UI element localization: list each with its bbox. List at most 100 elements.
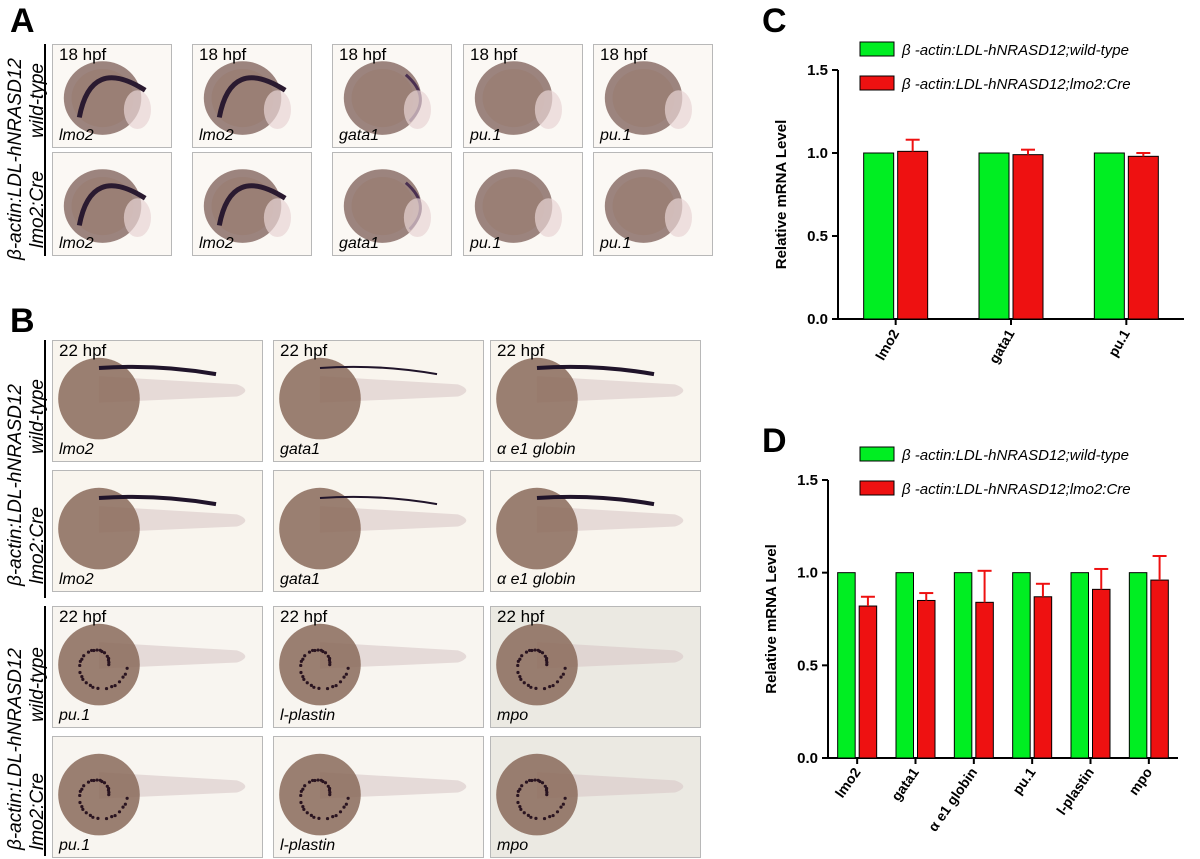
gene-label: mpo bbox=[497, 837, 529, 854]
gene-label: l-plastin bbox=[280, 707, 336, 724]
bar bbox=[837, 572, 856, 759]
y-tick-label: 1.0 bbox=[797, 565, 818, 582]
row-bracket bbox=[44, 44, 46, 256]
row-bracket bbox=[44, 606, 46, 856]
y-tick-label: 1.0 bbox=[807, 145, 828, 162]
embryo-image bbox=[343, 61, 432, 135]
embryo-image bbox=[474, 61, 563, 135]
gene-label: gata1 bbox=[339, 235, 380, 252]
row-label-cre: lmo2:Cre bbox=[27, 506, 48, 584]
legend-swatch bbox=[859, 480, 895, 496]
micrograph-panel: lmo2 bbox=[192, 152, 312, 256]
micrograph-panel: lmo2 bbox=[52, 470, 263, 592]
x-tick-label: lmo2 bbox=[832, 764, 864, 800]
gene-label: lmo2 bbox=[199, 235, 234, 252]
panel-label-b: B bbox=[10, 302, 35, 340]
panel-label-c: C bbox=[762, 2, 787, 40]
embryo-image bbox=[496, 753, 684, 836]
bar bbox=[1127, 155, 1159, 320]
gene-label: lmo2 bbox=[59, 571, 94, 588]
bar bbox=[1128, 572, 1148, 759]
bar-chart-c: β -actin:LDL-hNRASD12;wild-type β -actin:… bbox=[773, 41, 1184, 366]
legend-label: β -actin:LDL-hNRASD12;lmo2:Cre bbox=[901, 76, 1131, 93]
gene-label: lmo2 bbox=[199, 127, 234, 144]
embryo-image bbox=[58, 623, 246, 706]
stage-label: 18 hpf bbox=[339, 45, 387, 64]
bar bbox=[1070, 572, 1089, 759]
micrograph-panel: 18 hpf pu.1 bbox=[463, 44, 583, 148]
row-label-wild-type: wild-type bbox=[27, 379, 48, 454]
gene-label: pu.1 bbox=[600, 235, 632, 252]
embryo-image bbox=[604, 169, 693, 243]
stage-label: 18 hpf bbox=[470, 45, 518, 64]
gene-label: l-plastin bbox=[280, 837, 336, 854]
y-axis-label: Relative mRNA Level bbox=[773, 120, 790, 270]
bar bbox=[897, 150, 929, 320]
x-tick-label: gata1 bbox=[888, 764, 922, 803]
gene-label: lmo2 bbox=[59, 127, 94, 144]
gene-label: pu.1 bbox=[59, 707, 91, 724]
gene-label: pu.1 bbox=[470, 235, 502, 252]
bar bbox=[1092, 588, 1111, 759]
bar bbox=[1150, 579, 1169, 759]
stage-label: 22 hpf bbox=[59, 607, 107, 626]
x-tick-label: l-plastin bbox=[1053, 765, 1097, 818]
micrograph-panel: pu.1 bbox=[593, 152, 713, 256]
bar bbox=[1093, 152, 1125, 320]
micrograph-panel: lmo2 bbox=[52, 152, 172, 256]
micrograph-panel: 18 hpf gata1 bbox=[332, 44, 452, 148]
stage-label: 22 hpf bbox=[497, 607, 545, 626]
genotype-label: β-actin:LDL-hNRASD12 bbox=[5, 58, 26, 260]
gene-label: mpo bbox=[497, 707, 529, 724]
legend-label: β -actin:LDL-hNRASD12;lmo2:Cre bbox=[901, 481, 1131, 498]
embryo-image bbox=[496, 623, 684, 706]
legend-label: β -actin:LDL-hNRASD12;wild-type bbox=[901, 42, 1129, 59]
x-tick-label: gata1 bbox=[985, 326, 1017, 366]
bar bbox=[917, 599, 936, 759]
panel-label-d: D bbox=[762, 422, 787, 460]
panel-label-a: A bbox=[10, 2, 35, 40]
embryo-image bbox=[604, 61, 693, 135]
embryo-image bbox=[343, 169, 432, 243]
bar bbox=[953, 572, 973, 759]
gene-label: gata1 bbox=[339, 127, 380, 144]
gene-label: α e1 globin bbox=[497, 441, 576, 458]
micrograph-panel: 22 hpf pu.1 bbox=[52, 606, 263, 728]
bar bbox=[975, 601, 994, 759]
gene-label: pu.1 bbox=[59, 837, 91, 854]
y-tick-label: 0.0 bbox=[807, 311, 828, 328]
embryo-image bbox=[63, 169, 152, 243]
row-bracket bbox=[44, 340, 46, 598]
micrograph-panel: 22 hpf l-plastin bbox=[273, 606, 484, 728]
legend-label: β -actin:LDL-hNRASD12;wild-type bbox=[901, 447, 1129, 464]
x-tick-label: α e1 globin bbox=[925, 765, 981, 835]
micrograph-panel: α e1 globin bbox=[490, 470, 701, 592]
micrograph-panel: 18 hpf lmo2 bbox=[52, 44, 172, 148]
embryo-image bbox=[279, 623, 467, 706]
bar bbox=[858, 605, 878, 759]
bar bbox=[978, 152, 1010, 320]
stage-label: 22 hpf bbox=[59, 341, 107, 360]
embryo-image bbox=[279, 357, 467, 440]
bar bbox=[863, 152, 895, 320]
micrograph-panel: gata1 bbox=[273, 470, 484, 592]
gene-label: pu.1 bbox=[600, 127, 632, 144]
y-tick-label: 0.5 bbox=[807, 228, 828, 245]
embryo-image bbox=[496, 357, 684, 440]
gene-label: lmo2 bbox=[59, 441, 94, 458]
genotype-label: β-actin:LDL-hNRASD12 bbox=[5, 648, 26, 850]
row-label-wild-type: wild-type bbox=[27, 63, 48, 138]
y-axis-label: Relative mRNA Level bbox=[763, 544, 780, 694]
stage-label: 22 hpf bbox=[280, 341, 328, 360]
stage-label: 22 hpf bbox=[497, 341, 545, 360]
bar bbox=[1012, 154, 1044, 320]
bar-chart-d: β -actin:LDL-hNRASD12;wild-type β -actin:… bbox=[763, 446, 1178, 835]
micrograph-panel: 22 hpf gata1 bbox=[273, 340, 484, 462]
gene-label: pu.1 bbox=[470, 127, 502, 144]
micrograph-panel: 18 hpf pu.1 bbox=[593, 44, 713, 148]
stage-label: 22 hpf bbox=[280, 607, 328, 626]
gene-label: lmo2 bbox=[59, 235, 94, 252]
y-tick-label: 1.5 bbox=[807, 62, 828, 79]
embryo-image bbox=[496, 487, 684, 570]
x-tick-label: mpo bbox=[1125, 765, 1155, 798]
